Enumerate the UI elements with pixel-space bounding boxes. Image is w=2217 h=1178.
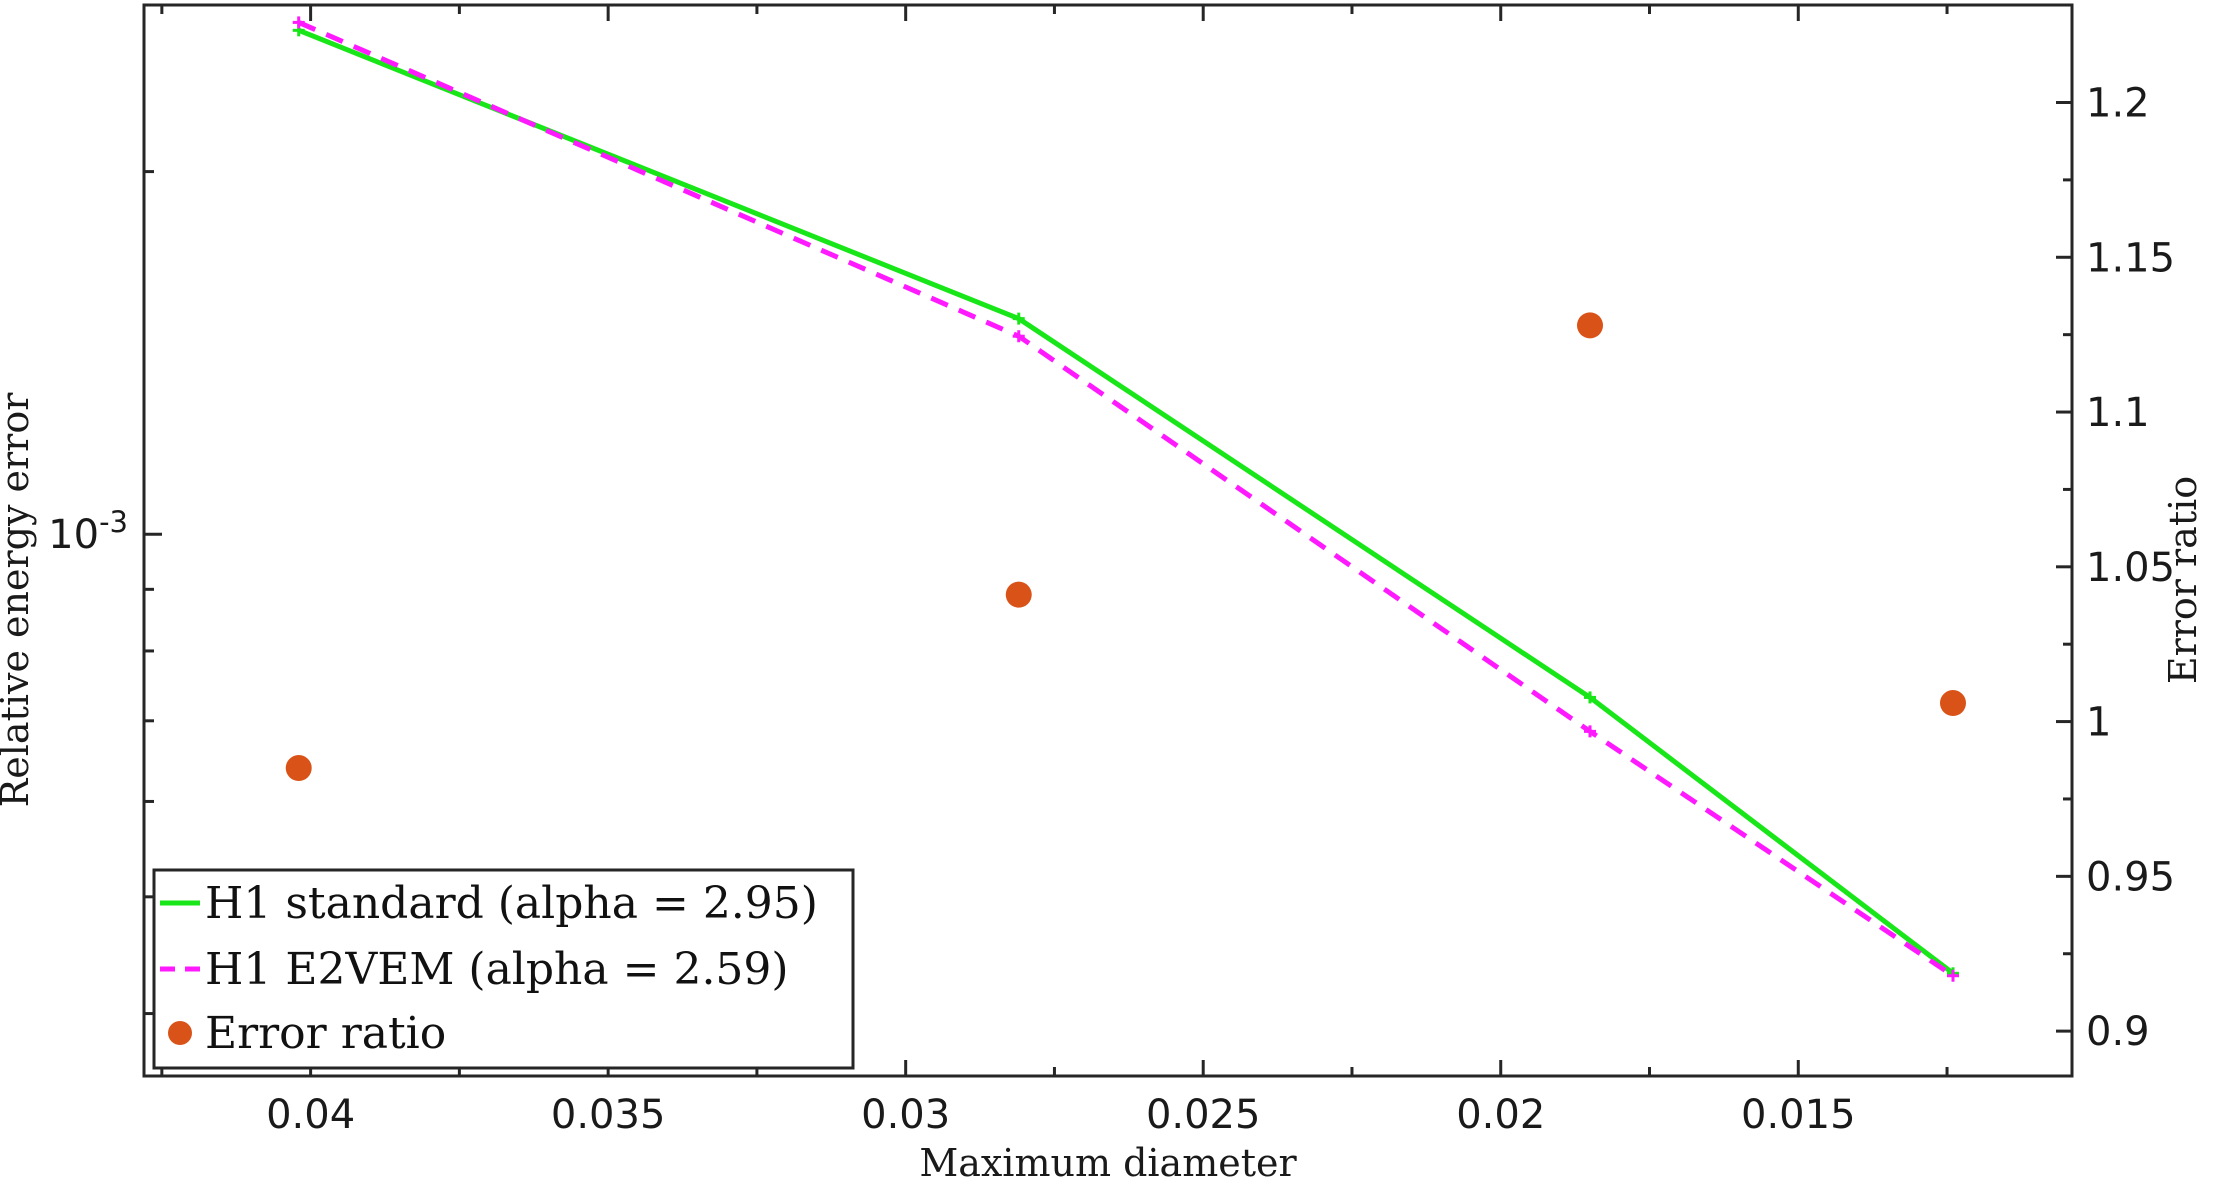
x-tick-label: 0.03	[861, 1092, 950, 1138]
y2-tick-label: 0.9	[2086, 1009, 2150, 1055]
data-point-h1-e2vem-alpha-2-59	[292, 16, 305, 29]
data-point-error-ratio	[1939, 690, 1966, 717]
series-line-h1-standard-alpha-2-95	[297, 28, 1955, 976]
y2-tick-label: 1.05	[2086, 545, 2175, 591]
legend-label-h1-standard: H1 standard (alpha = 2.95)	[205, 878, 818, 929]
x-tick-label: 0.025	[1146, 1092, 1261, 1138]
y2-axis-ticks: 0.9 0.95 1 1.05 1.1 1.15 1.2	[2056, 81, 2175, 1055]
x-tick-label: 0.02	[1456, 1092, 1545, 1138]
data-point-error-ratio	[1577, 312, 1603, 339]
x-axis-title: Maximum diameter	[919, 1141, 1297, 1178]
x-tick-label: 0.015	[1741, 1092, 1856, 1138]
x-axis-ticks: 0.04 0.035 0.03 0.025 0.02 0.015	[160, 5, 1949, 1138]
y2-axis-title: Error ratio	[2161, 476, 2205, 684]
y2-tick-label: 0.95	[2086, 854, 2175, 900]
y2-tick-label: 1.15	[2086, 235, 2175, 281]
y2-tick-label: 1	[2086, 700, 2111, 746]
y-axis-title: Relative energy error	[0, 392, 37, 808]
legend-label-error-ratio: Error ratio	[205, 1008, 446, 1059]
data-point-error-ratio	[285, 755, 312, 782]
legend-swatch-error-ratio	[168, 1021, 192, 1045]
y2-tick-label: 1.1	[2086, 390, 2150, 436]
y2-tick-label: 1.2	[2086, 81, 2150, 127]
data-point-h1-standard-alpha-2-95	[1012, 312, 1025, 325]
series-layer	[285, 16, 1966, 982]
plot-frame	[142, 3, 2074, 1078]
y-tick-label: 10-3	[48, 505, 128, 558]
legend-label-h1-e2vem: H1 E2VEM (alpha = 2.59)	[205, 944, 789, 995]
data-point-h1-e2vem-alpha-2-59	[1946, 969, 1959, 982]
series-line-h1-e2vem-alpha-2-59	[297, 20, 1955, 978]
y-axis-ticks: 10-3	[48, 170, 162, 1016]
data-point-h1-e2vem-alpha-2-59	[1584, 725, 1596, 738]
x-tick-label: 0.04	[266, 1092, 355, 1138]
data-point-error-ratio	[1005, 581, 1032, 608]
x-tick-label: 0.035	[551, 1092, 666, 1138]
legend-box	[152, 868, 855, 1070]
data-point-h1-e2vem-alpha-2-59	[1012, 330, 1025, 343]
legend: H1 standard (alpha = 2.95) H1 E2VEM (alp…	[152, 868, 855, 1070]
data-point-h1-standard-alpha-2-95	[1584, 691, 1596, 704]
